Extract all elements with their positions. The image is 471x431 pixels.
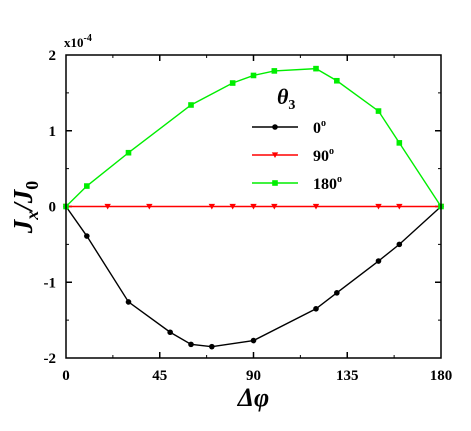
data-point	[396, 140, 403, 146]
data-point	[271, 68, 278, 74]
data-point	[250, 337, 257, 344]
data-point	[125, 299, 132, 305]
y-axis-label-sub-x: x	[22, 211, 42, 221]
x-tick-label: 90	[246, 368, 261, 384]
legend-entry-90: 90o	[252, 146, 334, 165]
legend-entry-180: 180o	[252, 174, 342, 193]
legend-marker	[272, 124, 278, 130]
data-point	[208, 203, 216, 210]
legend-marker	[272, 180, 278, 186]
data-point	[271, 203, 278, 210]
data-point	[250, 203, 257, 210]
data-point	[229, 203, 236, 210]
plot-frame	[65, 54, 442, 359]
data-point	[167, 329, 173, 336]
legend-label: 0o	[313, 118, 326, 137]
y-tick-label: -1	[44, 275, 57, 291]
data-point	[396, 203, 403, 210]
data-point	[396, 241, 403, 248]
data-point	[334, 77, 340, 84]
y-axis-label-mid: /J	[8, 188, 38, 213]
data-point	[375, 258, 382, 264]
data-point	[312, 203, 320, 210]
y-scale-label: x10-4	[64, 33, 92, 50]
series-line	[65, 205, 442, 348]
data-point	[188, 341, 194, 348]
data-point	[334, 290, 340, 296]
data-point	[250, 72, 257, 79]
series-90	[62, 203, 445, 210]
data-point	[104, 203, 111, 210]
y-tick-label: 2	[49, 48, 57, 64]
data-point	[313, 305, 319, 312]
y-tick-label: 0	[49, 200, 57, 216]
legend-title: θ3	[277, 84, 295, 113]
x-tick-label: 45	[152, 368, 167, 384]
y-tick-label: 1	[49, 124, 57, 140]
data-point	[209, 343, 215, 350]
series-0	[63, 203, 444, 350]
data-point	[188, 102, 194, 108]
y-scale-exponent: -4	[84, 33, 92, 44]
data-point	[375, 203, 382, 210]
series-line	[65, 67, 442, 207]
legend-label: 180o	[313, 174, 342, 193]
y-axis-label: Jx/J0	[8, 181, 42, 235]
legend-marker	[271, 152, 279, 158]
x-tick-label: 180	[430, 368, 453, 384]
legend: θ3 0o 90o 180o	[252, 84, 342, 193]
legend-entries: 0o 90o 180o	[252, 118, 342, 193]
data-point	[125, 149, 132, 156]
data-point	[313, 65, 319, 72]
x-tick-label: 0	[62, 368, 70, 384]
ticks-layer: 0 45 90 135 180 -2 -1 0 1 2	[44, 48, 453, 384]
data-point	[375, 108, 382, 114]
legend-entry-0: 0o	[252, 118, 326, 137]
x-axis-label: Δφ	[237, 383, 270, 412]
legend-title-sub: 3	[288, 98, 295, 113]
data-point	[84, 183, 90, 189]
y-axis-label-sub-0: 0	[22, 181, 42, 190]
series-180	[63, 65, 444, 210]
legend-label: 90o	[313, 146, 334, 165]
data-point	[229, 80, 236, 86]
series-layer	[62, 65, 445, 350]
data-point	[84, 233, 90, 239]
y-tick-label: -2	[44, 351, 57, 367]
data-point	[146, 203, 153, 210]
x-tick-label: 135	[336, 368, 359, 384]
